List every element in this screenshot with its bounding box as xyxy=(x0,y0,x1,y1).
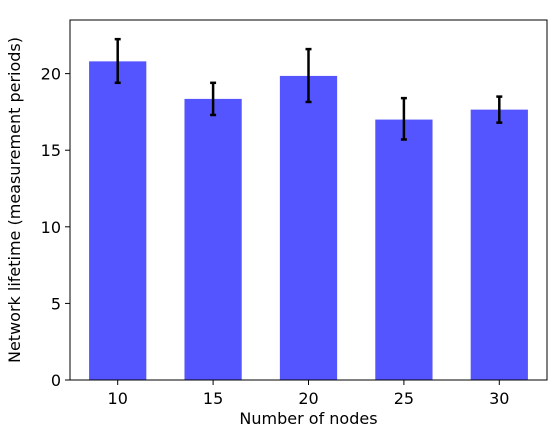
y-tick-label-15: 15 xyxy=(41,141,61,160)
x-axis-label: Number of nodes xyxy=(239,409,377,428)
bars-layer xyxy=(89,61,528,381)
ticks-layer: 0 5 10 15 20 10 15 20 25 30 xyxy=(41,65,510,408)
x-tick-label-25: 25 xyxy=(394,389,414,408)
x-tick-label-20: 20 xyxy=(298,389,318,408)
error-bars-layer xyxy=(114,37,503,141)
error-bar-10 xyxy=(114,37,121,85)
y-tick-label-5: 5 xyxy=(51,294,61,313)
bar-30 xyxy=(470,109,528,381)
bar-15 xyxy=(184,98,242,380)
y-axis-label: Network lifetime (measurement periods) xyxy=(5,37,24,363)
y-tick-label-20: 20 xyxy=(41,65,61,84)
y-tick-label-0: 0 xyxy=(51,371,61,390)
x-tick-label-30: 30 xyxy=(489,389,509,408)
bar-20 xyxy=(279,75,338,381)
bar-25 xyxy=(375,119,433,381)
error-bar-30 xyxy=(496,95,503,124)
error-bar-15 xyxy=(210,81,217,117)
error-bar-25 xyxy=(400,96,407,141)
bar-10 xyxy=(89,61,147,381)
y-tick-label-10: 10 xyxy=(41,218,61,237)
x-tick-label-15: 15 xyxy=(203,389,223,408)
error-bar-20 xyxy=(305,47,312,104)
x-tick-label-10: 10 xyxy=(108,389,128,408)
